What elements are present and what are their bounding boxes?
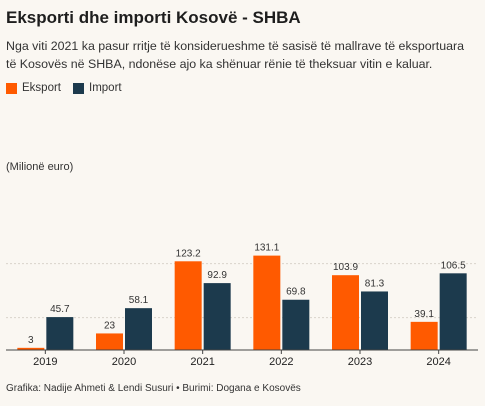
bar-import-2023 [361, 291, 388, 350]
legend-label-eksport: Eksport [22, 82, 61, 94]
bar-import-2022 [282, 299, 310, 350]
bar-eksport-2019 [17, 347, 45, 350]
data-label-eksport-2019: 3 [28, 335, 34, 346]
bar-eksport-2023 [332, 275, 359, 350]
y-axis-label: (Milionë euro) [6, 161, 73, 173]
legend-swatch-eksport [6, 82, 17, 94]
x-tick-label-2019: 2019 [33, 356, 57, 368]
bar-eksport-2024 [410, 321, 438, 350]
chart-footer-source: Grafika: Nadije Ahmeti & Lendi Susuri • … [6, 383, 301, 394]
chart-subtitle: Nga viti 2021 ka pasur rritje të konside… [6, 39, 464, 71]
legend-label-import: Import [89, 82, 122, 94]
legend-item-eksport: Eksport [6, 82, 61, 94]
bar-import-2021 [203, 283, 231, 350]
bar-import-2019 [46, 317, 74, 350]
legend-swatch-import [73, 82, 84, 94]
data-label-import-2019: 45.7 [50, 304, 70, 315]
x-tick-label-2023: 2023 [348, 356, 372, 368]
bar-chart: (Milionë euro) 3 45.7 2019 23 58.1 2020 123.2 92… [6, 161, 478, 368]
data-label-import-2022: 69.8 [286, 287, 306, 298]
data-label-eksport-2023: 103.9 [333, 262, 358, 273]
bar-import-2020 [125, 308, 152, 350]
data-label-eksport-2022: 131.1 [254, 243, 279, 254]
x-tick-label-2022: 2022 [269, 356, 293, 368]
data-label-eksport-2021: 123.2 [176, 248, 201, 259]
data-label-eksport-2024: 39.1 [414, 309, 434, 320]
bar-import-2024 [439, 273, 467, 350]
x-tick-label-2021: 2021 [190, 356, 214, 368]
data-label-import-2024: 106.5 [441, 260, 466, 271]
legend-item-import: Import [73, 82, 122, 94]
legend: Eksport Import [6, 82, 134, 94]
data-label-import-2021: 92.9 [207, 270, 227, 281]
data-label-eksport-2020: 23 [104, 320, 116, 331]
bar-eksport-2022 [253, 255, 281, 350]
bar-eksport-2021 [174, 261, 202, 350]
x-tick-label-2024: 2024 [426, 356, 450, 368]
data-label-import-2020: 58.1 [129, 295, 149, 306]
x-tick-label-2020: 2020 [112, 356, 136, 368]
chart-title: Eksporti dhe importi Kosovë - SHBA [6, 8, 301, 27]
bar-eksport-2020 [96, 333, 123, 350]
data-label-import-2023: 81.3 [365, 278, 385, 289]
